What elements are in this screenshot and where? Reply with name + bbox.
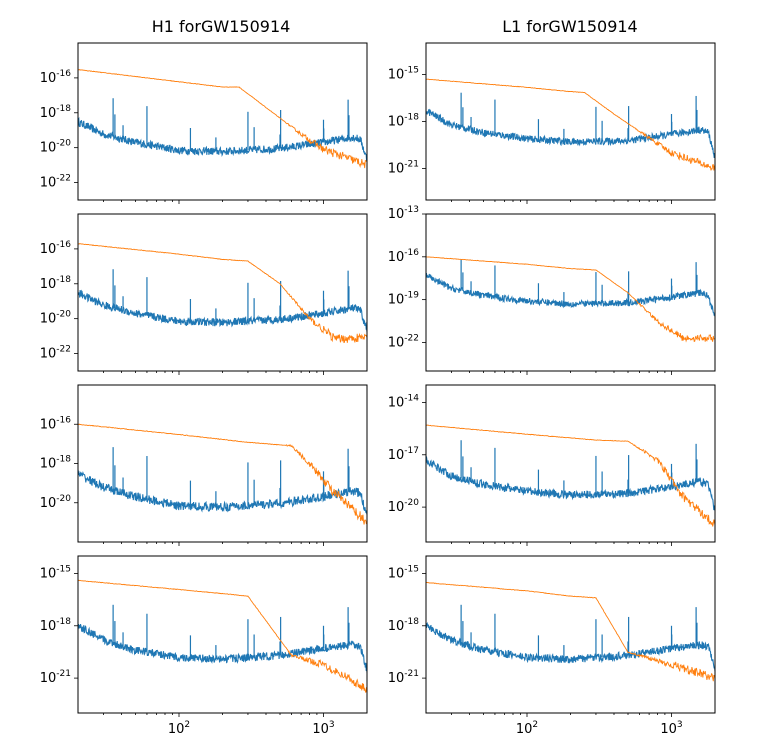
x-tick-label: 103	[312, 720, 334, 737]
series-line-template	[78, 243, 367, 344]
series-line-template	[78, 69, 367, 169]
y-tick-label: 10-21	[388, 160, 419, 177]
subplot-1: 10-22 10-20 10-18 10-16	[40, 42, 368, 204]
y-tick-label: 10-17	[388, 446, 419, 463]
y-tick-label: 10-20	[388, 498, 420, 515]
y-tick-label: 10-16	[388, 248, 420, 265]
y-tick-label: 10-15	[388, 65, 419, 82]
y-tick-label: 10-22	[40, 174, 71, 191]
series-line-template	[426, 424, 715, 527]
series-line-template	[78, 423, 367, 525]
y-tick-label: 10-21	[388, 669, 419, 686]
subplot-8: 10-21 10-18 10-15 102 103	[388, 555, 716, 737]
y-tick-label: 10-15	[40, 564, 71, 581]
y-tick-label: 10-20	[40, 494, 72, 511]
y-tick-label: 10-18	[388, 113, 420, 130]
y-tick-label: 10-18	[40, 617, 72, 634]
axes-frame	[77, 384, 368, 543]
series-line-strain	[78, 469, 367, 515]
series-line-template	[426, 581, 715, 682]
y-tick-label: 10-22	[40, 345, 71, 362]
series-line-template	[426, 256, 715, 343]
y-tick-label: 10-21	[40, 669, 71, 686]
y-tick-label: 10-18	[40, 104, 72, 121]
y-tick-label: 10-20	[40, 139, 72, 156]
series-line-strain	[78, 623, 367, 673]
series-line-strain	[78, 289, 367, 332]
subplot-3: 10-22 10-20 10-18 10-16	[40, 213, 368, 375]
y-tick-label: 10-13	[388, 205, 419, 222]
y-tick-label: 10-15	[388, 564, 419, 581]
column-title-l1: L1 forGW150914	[502, 17, 638, 36]
x-tick-label: 103	[660, 720, 682, 737]
axes-frame	[425, 384, 716, 543]
y-tick-label: 10-20	[40, 310, 72, 327]
y-tick-label: 10-19	[388, 291, 420, 308]
series-line-strain	[426, 456, 715, 511]
column-title-h1: H1 forGW150914	[151, 17, 291, 36]
subplot-7: 10-21 10-18 10-15 102 103	[40, 555, 368, 737]
x-tick-label: 102	[516, 720, 538, 737]
y-tick-label: 10-16	[40, 415, 72, 432]
series-line-strain	[426, 622, 715, 672]
y-tick-label: 10-18	[388, 617, 420, 634]
y-tick-label: 10-16	[40, 240, 72, 257]
subplot-5: 10-20 10-18 10-16	[40, 384, 368, 546]
y-tick-label: 10-22	[388, 333, 419, 350]
series-line-template	[78, 579, 367, 693]
series-line-strain	[78, 116, 367, 162]
subplot-6: 10-20 10-17 10-14	[388, 384, 716, 546]
y-tick-label: 10-18	[40, 275, 72, 292]
y-tick-label: 10-18	[40, 455, 72, 472]
y-tick-label: 10-14	[388, 393, 420, 410]
subplot-2: 10-21 10-18 10-15	[388, 42, 716, 204]
series-line-strain	[426, 108, 715, 158]
series-line-strain	[426, 273, 715, 317]
subplot-4: 10-22 10-19 10-16 10-13	[388, 205, 716, 375]
series-line-template	[426, 78, 715, 171]
x-tick-label: 102	[168, 720, 190, 737]
y-tick-label: 10-16	[40, 69, 72, 86]
